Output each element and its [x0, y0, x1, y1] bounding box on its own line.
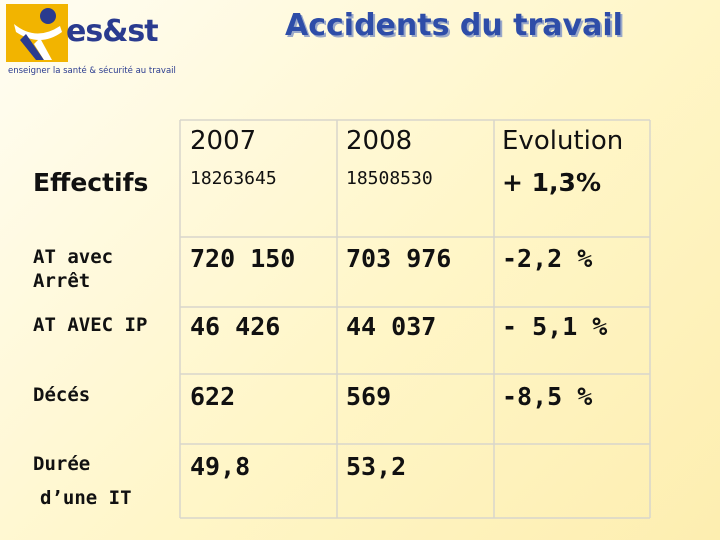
cell-at-arret-2007: 720 150: [190, 244, 296, 273]
column-header-2008: 2008: [346, 126, 413, 156]
cell-duree-2007: 49,8: [190, 452, 251, 481]
cell-effectifs-2007: 18263645: [190, 168, 277, 189]
cell-deces-evolution: -8,5 %: [502, 382, 593, 411]
cell-deces-2007: 622: [190, 382, 236, 411]
row-label-duree-line1: Durée: [33, 453, 91, 475]
cell-at-ip-evolution: - 5,1 %: [502, 312, 608, 341]
row-label-deces: Décés: [33, 384, 91, 406]
logo-wordmark: es&st: [66, 14, 159, 49]
row-label-at-avec-arret-line1: AT avec: [33, 246, 114, 268]
esst-logo: es&st enseigner la santé & sécurité au t…: [6, 4, 176, 80]
row-label-at-avec-arret-line2: Arrêt: [33, 270, 91, 292]
logo-figure-icon: [6, 4, 68, 62]
cell-effectifs-2008: 18508530: [346, 168, 433, 189]
cell-at-ip-2007: 46 426: [190, 312, 281, 341]
cell-duree-2008: 53,2: [346, 452, 407, 481]
page-title: Accidents du travail: [285, 8, 623, 43]
row-label-duree-line2: d’une IT: [40, 487, 132, 509]
logo-tagline: enseigner la santé & sécurité au travail: [8, 66, 176, 76]
cell-effectifs-evolution: + 1,3%: [502, 168, 601, 197]
cell-at-arret-2008: 703 976: [346, 244, 452, 273]
row-label-at-avec-ip: AT AVEC IP: [33, 314, 148, 336]
row-label-effectifs: Effectifs: [33, 168, 149, 197]
column-header-2007: 2007: [190, 126, 257, 156]
column-header-evolution: Evolution: [502, 126, 624, 156]
cell-at-arret-evolution: -2,2 %: [502, 244, 593, 273]
cell-deces-2008: 569: [346, 382, 392, 411]
cell-at-ip-2008: 44 037: [346, 312, 437, 341]
